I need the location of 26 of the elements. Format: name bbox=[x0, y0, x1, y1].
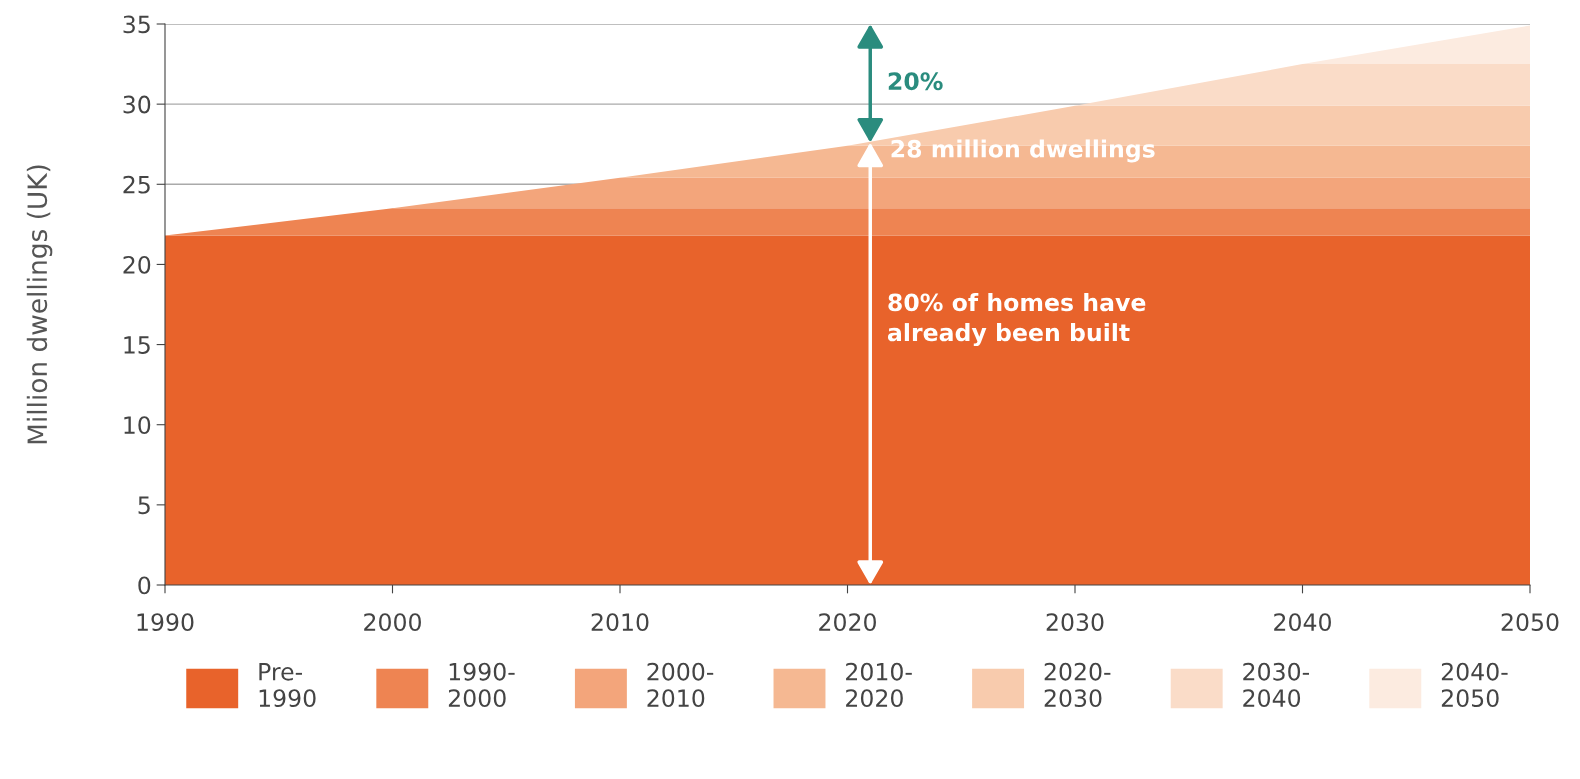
legend-label: 2000- 2010 bbox=[647, 662, 714, 708]
y-tick-label: 20 bbox=[123, 255, 151, 274]
y-tick-label: 0 bbox=[138, 576, 151, 595]
x-tick-label: 2040 bbox=[1274, 613, 1331, 632]
x-tick-label: 2000 bbox=[364, 613, 421, 632]
y-tick-label: 5 bbox=[138, 496, 150, 515]
x-tick-label: 1990 bbox=[137, 613, 194, 632]
y-tick-label: 15 bbox=[124, 336, 150, 354]
legend-label: Pre- 1990 bbox=[259, 663, 316, 708]
legend-label: 2030- 2040 bbox=[1243, 662, 1309, 708]
legend-label: 2020- 2030 bbox=[1044, 662, 1111, 708]
y-tick-label: 25 bbox=[123, 175, 150, 194]
legend-label: 1990- 2000 bbox=[448, 662, 515, 708]
x-tick-label: 2050 bbox=[1501, 613, 1559, 632]
x-tick-label: 2010 bbox=[591, 613, 649, 632]
y-axis-title: Million dwellings (UK) bbox=[26, 165, 53, 444]
annotation: 20% bbox=[888, 72, 943, 91]
legend-label: 2010- 2020 bbox=[846, 662, 912, 708]
x-tick-label: 2030 bbox=[1046, 613, 1104, 632]
y-tick-label: 30 bbox=[123, 95, 151, 114]
y-tick-label: 35 bbox=[123, 15, 150, 34]
x-tick-label: 2020 bbox=[819, 613, 876, 632]
legend-label: 2040- 2050 bbox=[1441, 662, 1508, 708]
annotation: 28 million dwellings bbox=[891, 139, 1155, 163]
y-tick-label: 10 bbox=[124, 416, 151, 435]
annotation: 80% of homes have already been built bbox=[887, 293, 1146, 347]
